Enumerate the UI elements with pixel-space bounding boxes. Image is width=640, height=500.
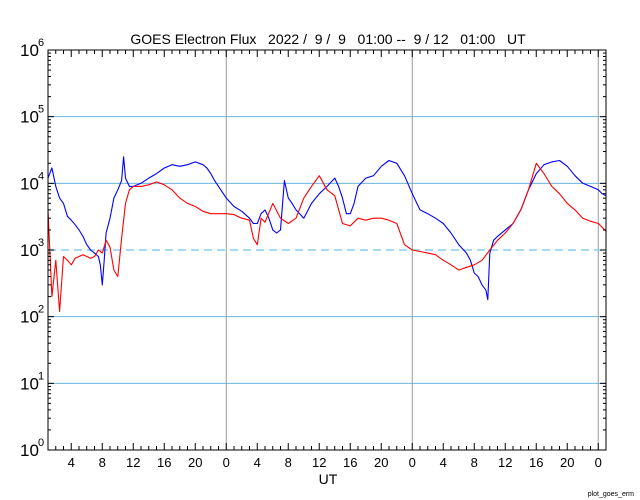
y-tick-label: 10: [20, 108, 39, 127]
x-tick-label: 16: [529, 455, 543, 470]
y-tick-label: 10: [20, 41, 39, 60]
x-tick-label: 16: [343, 455, 357, 470]
y-tick-label: 10: [20, 308, 39, 327]
y-tick-exponent: 2: [38, 304, 44, 316]
x-tick-label: 0: [595, 455, 602, 470]
y-tick-label: 10: [20, 174, 39, 193]
x-tick-label: 20: [374, 455, 388, 470]
y-tick-exponent: 3: [38, 237, 44, 249]
y-tick-label: 10: [20, 241, 39, 260]
x-tick-label: 12: [126, 455, 140, 470]
x-tick-label: 12: [498, 455, 512, 470]
x-tick-label: 0: [409, 455, 416, 470]
x-tick-label: 4: [68, 455, 75, 470]
x-tick-label: 20: [188, 455, 202, 470]
x-tick-label: 16: [157, 455, 171, 470]
y-tick-exponent: 0: [38, 437, 44, 449]
y-tick-exponent: 1: [38, 370, 44, 382]
x-tick-label: 4: [440, 455, 447, 470]
blue-flux-line: [47, 156, 607, 301]
x-tick-label: 4: [254, 455, 261, 470]
x-tick-label: 8: [471, 455, 478, 470]
x-tick-label: 12: [312, 455, 326, 470]
x-axis-label: UT: [319, 471, 338, 487]
y-tick-exponent: 6: [38, 37, 44, 49]
y-tick-label: 10: [20, 374, 39, 393]
y-tick-exponent: 4: [38, 170, 44, 182]
footer-label: plot_goes_erm: [588, 491, 634, 498]
chart-title: GOES Electron Flux 2022 / 9 / 9 01:00 --…: [130, 31, 526, 47]
x-tick-label: 8: [99, 455, 106, 470]
y-tick-exponent: 5: [38, 104, 44, 116]
red-flux-line: [47, 162, 607, 312]
data-series: [47, 156, 607, 312]
x-axis: 4 8 12 16 20 0 4 8 12 16 20 0 4 8 12 16 20 0: [55, 50, 602, 470]
x-tick-label: 8: [285, 455, 292, 470]
x-tick-label: 20: [560, 455, 574, 470]
y-tick-label: 10: [20, 441, 39, 460]
x-tick-label: 0: [223, 455, 230, 470]
